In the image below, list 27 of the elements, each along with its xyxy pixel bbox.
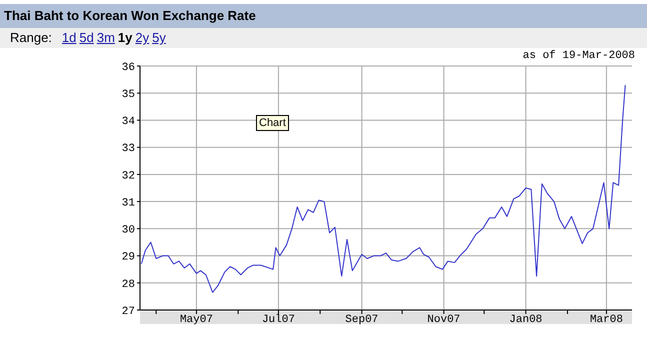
y-tick-label: 31 xyxy=(122,197,136,210)
x-tick-label: Nov07 xyxy=(427,314,460,326)
y-tick-label: 33 xyxy=(122,143,135,156)
x-tick-label: Mar08 xyxy=(590,314,623,326)
y-tick-label: 28 xyxy=(122,278,135,291)
x-tick-label: May07 xyxy=(180,314,213,326)
text: 5y xyxy=(152,30,166,45)
y-tick-label: 32 xyxy=(122,170,135,182)
y-tick-label: 36 xyxy=(122,62,135,74)
line-series xyxy=(140,84,626,293)
text: 2y xyxy=(135,30,150,45)
text: as of 19-Mar-2008 xyxy=(522,50,635,62)
x-tick-label: Jan08 xyxy=(509,314,542,326)
text: Range: xyxy=(10,30,52,45)
text: 1d xyxy=(62,30,76,45)
text: 5d xyxy=(79,30,94,45)
y-tick-label: 29 xyxy=(122,252,135,264)
chart-title: Thai Baht to Korean Won Exchange Rate xyxy=(0,4,647,28)
x-tick-label: Jul07 xyxy=(262,314,295,326)
annotation: Chart xyxy=(256,115,289,131)
y-tick-label: 27 xyxy=(122,306,135,318)
y-tick-label: 34 xyxy=(122,116,136,128)
text: 1y xyxy=(118,30,132,45)
text: 3m xyxy=(96,30,115,45)
x-tick-label: Sep07 xyxy=(345,314,378,326)
y-tick-label: 35 xyxy=(122,89,135,102)
y-tick-label: 30 xyxy=(122,224,135,237)
